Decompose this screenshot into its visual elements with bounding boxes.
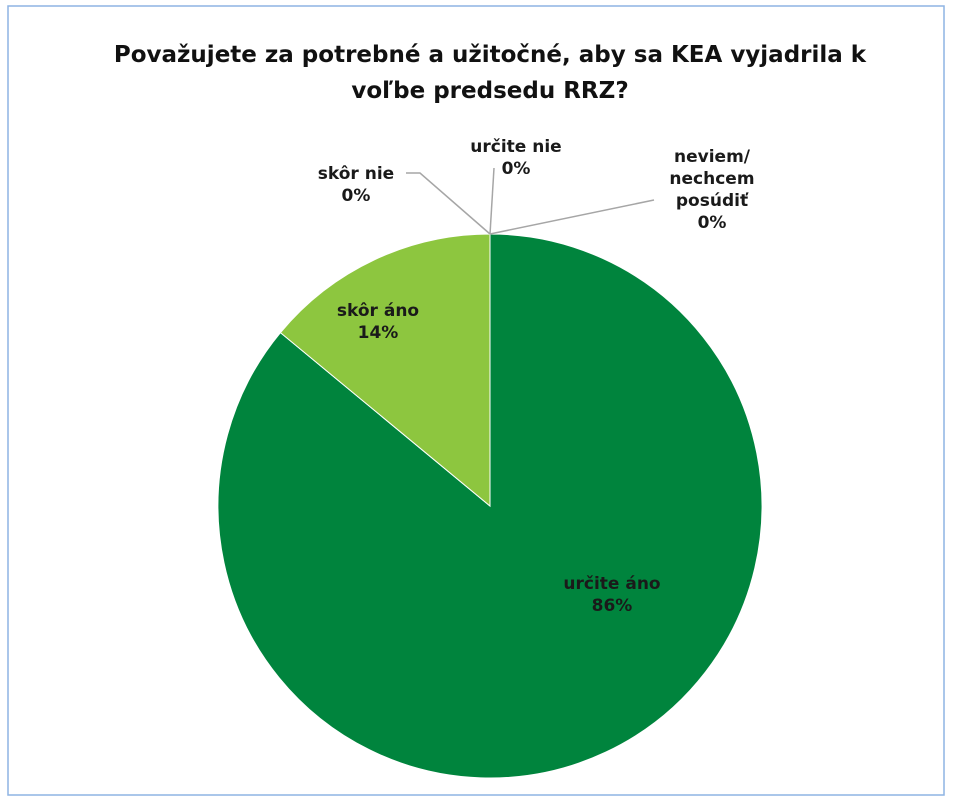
value-label: 0%	[341, 186, 371, 206]
value-label: 86%	[591, 596, 633, 616]
category-label: určite nie	[470, 136, 562, 157]
chart-title: Považujete za potrebné a užitočné, aby s…	[113, 42, 867, 104]
data-label: skôr áno 14%	[337, 300, 419, 344]
category-label: neviem/ nechcem posúdiť	[669, 146, 755, 211]
value-label: 14%	[357, 323, 399, 343]
value-label: 0%	[697, 213, 727, 234]
data-label: určite nie 0%	[470, 136, 561, 180]
chart-border	[7, 5, 945, 796]
category-label: skôr áno	[336, 300, 420, 321]
category-label: určite áno	[563, 573, 661, 594]
data-label: skôr nie 0%	[318, 163, 394, 207]
value-label: 0%	[501, 159, 531, 179]
category-label: skôr nie	[317, 163, 395, 184]
pie-slice	[279, 233, 491, 508]
data-label: neviem/ nechcem posúdiť 0%	[657, 146, 767, 234]
leader-line	[406, 172, 491, 235]
data-label: určite áno 86%	[563, 573, 660, 617]
leader-line	[489, 199, 655, 235]
leader-line	[489, 167, 495, 235]
